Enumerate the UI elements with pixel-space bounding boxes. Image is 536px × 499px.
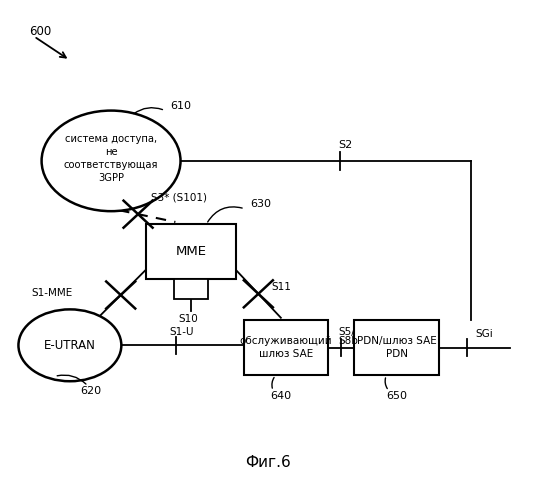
Text: S1-MME: S1-MME — [31, 287, 72, 297]
Text: S5/: S5/ — [339, 327, 355, 337]
Text: 650: 650 — [386, 391, 407, 401]
Ellipse shape — [18, 309, 121, 381]
Text: S2: S2 — [338, 140, 353, 150]
Bar — [174, 279, 207, 298]
Text: 640: 640 — [271, 391, 292, 401]
Text: S8b: S8b — [339, 336, 359, 346]
Text: 630: 630 — [250, 199, 271, 209]
Text: MME: MME — [175, 246, 206, 258]
Text: 600: 600 — [29, 25, 51, 38]
Text: S11: S11 — [271, 281, 291, 291]
Text: SGi: SGi — [475, 329, 493, 339]
Text: Фиг.6: Фиг.6 — [245, 455, 291, 470]
Text: 610: 610 — [170, 101, 191, 111]
Ellipse shape — [42, 111, 181, 211]
Bar — [146, 225, 236, 279]
Text: S1-U: S1-U — [169, 327, 193, 337]
Text: E-UTRAN: E-UTRAN — [44, 339, 96, 352]
Text: PDN/шлюз SAE
PDN: PDN/шлюз SAE PDN — [357, 336, 436, 359]
Text: система доступа,
не
соответствующая
3GPP: система доступа, не соответствующая 3GPP — [64, 134, 158, 183]
Bar — [243, 320, 329, 375]
Text: S10: S10 — [178, 314, 198, 324]
Text: S3* (S101): S3* (S101) — [151, 192, 207, 202]
Bar — [354, 320, 439, 375]
Text: обслуживающий
шлюз SAE: обслуживающий шлюз SAE — [240, 336, 332, 359]
Text: 620: 620 — [80, 386, 101, 396]
